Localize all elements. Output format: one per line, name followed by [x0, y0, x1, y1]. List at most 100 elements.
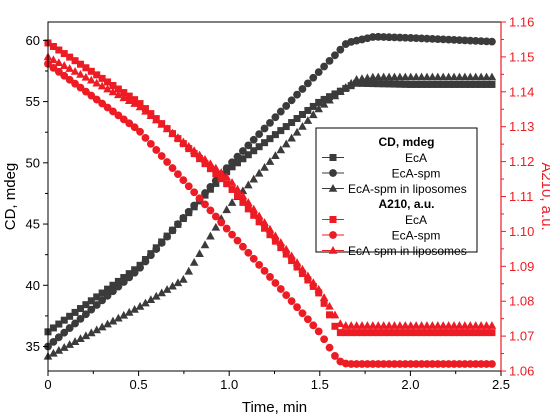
data-point — [395, 72, 405, 81]
data-point — [460, 321, 470, 329]
data-point — [271, 131, 279, 139]
data-point — [244, 180, 253, 189]
data-point — [184, 141, 194, 150]
data-point — [233, 159, 241, 167]
data-point — [319, 293, 329, 301]
y-right-tick-label: 1.06 — [509, 364, 534, 379]
data-point — [450, 360, 458, 368]
data-point — [98, 289, 106, 297]
data-point — [76, 69, 85, 78]
data-point — [434, 329, 442, 337]
data-point — [390, 329, 398, 337]
data-point — [109, 281, 117, 289]
data-point — [352, 360, 361, 368]
data-point — [293, 115, 301, 123]
data-point — [125, 273, 134, 282]
data-point — [222, 224, 231, 233]
data-point — [347, 360, 356, 368]
data-point — [444, 72, 453, 81]
data-point — [341, 83, 351, 91]
data-point — [103, 103, 112, 112]
legend-marker-circle — [329, 231, 337, 239]
data-point — [487, 72, 497, 81]
data-point — [233, 236, 242, 245]
data-point — [314, 104, 323, 113]
data-point — [476, 321, 486, 329]
data-point — [276, 107, 285, 116]
x-tick-label: 2.5 — [492, 377, 510, 392]
data-point — [412, 360, 421, 368]
data-point — [206, 159, 215, 168]
data-point — [151, 291, 161, 300]
data-point — [87, 75, 96, 84]
data-point — [228, 230, 236, 239]
data-point — [482, 360, 491, 368]
data-point — [385, 329, 393, 337]
data-point — [346, 78, 356, 87]
y-right-tick-label: 1.14 — [509, 84, 534, 99]
y-left-tick-label: 40 — [26, 278, 40, 293]
data-point — [277, 244, 285, 252]
data-point — [260, 162, 269, 171]
data-point — [93, 293, 101, 301]
data-point — [173, 133, 183, 141]
data-point — [130, 123, 139, 132]
data-point — [119, 93, 129, 102]
data-point — [445, 80, 453, 88]
data-point — [222, 164, 231, 173]
data-point — [281, 244, 291, 253]
data-point — [303, 315, 312, 324]
data-point — [125, 92, 133, 100]
data-point — [70, 337, 80, 345]
data-point — [239, 242, 247, 251]
data-point — [293, 303, 301, 312]
data-point — [455, 329, 463, 337]
data-point — [136, 263, 144, 272]
data-point — [261, 224, 269, 232]
data-point — [358, 360, 366, 368]
data-point — [76, 314, 85, 323]
data-point — [330, 91, 340, 100]
data-point — [195, 249, 204, 258]
data-point — [162, 285, 172, 293]
legend-entry-label: EcA — [405, 213, 427, 227]
data-point — [320, 335, 329, 344]
data-point — [293, 263, 301, 271]
data-point — [265, 224, 275, 233]
data-point — [336, 45, 345, 54]
data-point — [304, 106, 312, 114]
data-point — [477, 360, 486, 368]
data-point — [135, 301, 145, 310]
data-point — [151, 115, 161, 124]
data-point — [49, 42, 57, 50]
data-point — [271, 279, 280, 287]
data-point — [108, 316, 118, 325]
legend-group-title: CD, mdeg — [378, 135, 434, 149]
data-point — [266, 118, 274, 127]
data-point — [471, 72, 480, 81]
data-point — [314, 68, 323, 77]
data-point — [396, 360, 404, 368]
data-point — [114, 90, 123, 99]
data-point — [76, 83, 85, 92]
data-point — [92, 301, 101, 309]
legend-marker-circle — [329, 169, 337, 177]
data-point — [407, 329, 415, 337]
data-point — [70, 66, 80, 75]
data-point — [455, 360, 464, 368]
data-point — [401, 80, 409, 88]
series-cd-mdeg-eca-spm-in-liposomes — [43, 72, 497, 360]
data-point — [487, 321, 497, 329]
data-point — [227, 178, 237, 186]
x-axis-label: Time, min — [242, 399, 307, 416]
data-point — [174, 220, 182, 229]
data-point — [200, 240, 210, 249]
data-point — [109, 107, 117, 116]
data-point — [346, 321, 356, 329]
data-point — [271, 231, 280, 240]
data-point — [314, 284, 323, 293]
data-point — [428, 321, 437, 329]
data-point — [114, 313, 123, 322]
data-point — [211, 222, 221, 231]
